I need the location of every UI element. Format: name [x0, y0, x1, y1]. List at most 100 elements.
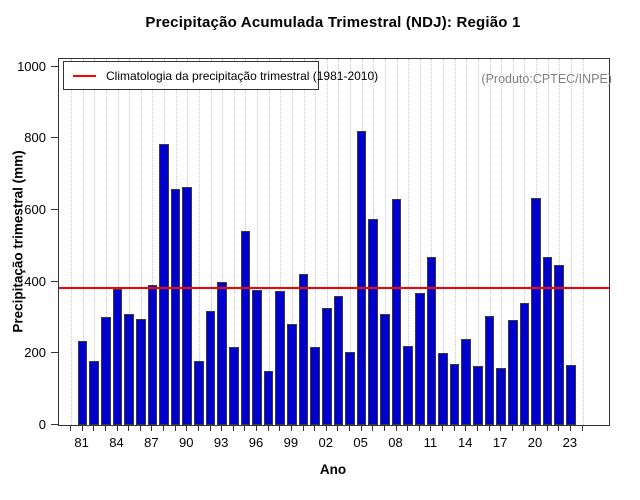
gridline-2011 — [431, 59, 433, 425]
x-tick-label-2014: 14 — [458, 435, 473, 450]
x-tick-label-1990: 90 — [179, 435, 194, 450]
bar-2006 — [368, 218, 379, 425]
x-tick-2010 — [418, 425, 420, 431]
gridline-1985 — [129, 59, 131, 425]
gridline-1999 — [291, 59, 293, 425]
gridline-1983 — [105, 59, 107, 425]
y-tick-1000 — [51, 65, 58, 67]
gridline-1984 — [117, 59, 119, 425]
x-tick-1986 — [139, 425, 141, 431]
y-tick-800 — [51, 137, 58, 139]
x-tick-1980 — [70, 425, 71, 431]
bar-2005 — [356, 131, 367, 425]
y-tick-label-600: 600 — [24, 201, 46, 217]
bar-1993 — [217, 282, 227, 425]
y-tick-label-0: 0 — [38, 417, 46, 432]
x-tick-2005 — [360, 425, 362, 431]
x-tick-2001 — [314, 425, 316, 431]
gridline-2010 — [419, 59, 421, 425]
gridline-1987 — [152, 59, 154, 425]
gridline-1993 — [222, 59, 224, 425]
bar-2014 — [461, 338, 472, 425]
x-tick-label-2023: 23 — [562, 435, 578, 450]
y-tick-0 — [51, 424, 58, 425]
x-tick-1991 — [197, 425, 199, 431]
gridline-2022 — [559, 59, 561, 425]
gridline-1986 — [140, 59, 142, 425]
gridline-1998 — [280, 59, 282, 425]
bar-1983 — [101, 317, 111, 425]
bar-2012 — [438, 353, 448, 425]
x-tick-2015 — [476, 425, 478, 431]
gridline-2001 — [315, 59, 317, 425]
bar-1987 — [147, 284, 158, 425]
x-tick-2000 — [302, 425, 304, 431]
gridline-1981 — [82, 59, 84, 425]
bar-1992 — [205, 310, 216, 425]
chart-title: Precipitação Acumulada Trimestral (NDJ):… — [145, 14, 521, 31]
gridline-2004 — [350, 59, 351, 425]
x-tick-label-1996: 96 — [248, 435, 264, 450]
gridline-2019 — [524, 59, 526, 425]
x-tick-label-1993: 93 — [213, 435, 229, 450]
x-tick-1998 — [279, 425, 281, 431]
x-tick-2019 — [523, 425, 525, 431]
gridline-2017 — [501, 59, 503, 425]
y-tick-label-400: 400 — [24, 273, 46, 289]
x-tick-1992 — [209, 425, 211, 431]
bar-2013 — [449, 364, 460, 425]
bar-2015 — [473, 365, 483, 425]
bar-1984 — [112, 288, 123, 425]
plot-area — [58, 58, 610, 426]
gridline-2000 — [303, 59, 305, 425]
bar-1999 — [287, 324, 297, 425]
x-tick-2008 — [395, 425, 397, 431]
x-tick-label-2005: 05 — [353, 435, 368, 450]
x-tick-1994 — [232, 425, 234, 431]
bar-2001 — [310, 346, 320, 425]
gridline-1982 — [94, 59, 96, 425]
x-tick-2017 — [500, 425, 502, 431]
bar-2019 — [519, 303, 530, 425]
x-tick-2020 — [535, 425, 536, 431]
y-tick-200 — [51, 352, 58, 354]
x-tick-1988 — [163, 425, 164, 431]
gridline-1997 — [268, 59, 270, 425]
gridline-2003 — [338, 59, 340, 425]
gridline-2023 — [570, 59, 572, 425]
x-tick-1987 — [151, 425, 153, 431]
x-tick-1985 — [128, 425, 130, 431]
x-tick-1983 — [104, 425, 106, 431]
product-annotation: (Produto:CPTEC/INPE) — [481, 72, 612, 86]
gridline-2009 — [408, 59, 410, 425]
x-tick-2013 — [453, 425, 455, 431]
x-tick-1995 — [244, 425, 246, 431]
x-tick-label-2008: 08 — [388, 435, 403, 450]
bar-2020 — [531, 198, 541, 425]
x-tick-1996 — [256, 425, 257, 431]
gridline-2018 — [512, 59, 514, 425]
x-tick-2012 — [442, 425, 443, 431]
x-tick-2014 — [465, 425, 467, 431]
x-tick-1993 — [221, 425, 223, 431]
x-tick-label-2017: 17 — [492, 435, 508, 450]
bar-1986 — [135, 318, 146, 425]
bar-1988 — [159, 143, 169, 425]
bar-1998 — [275, 290, 286, 425]
x-tick-2011 — [430, 425, 432, 431]
gridline-2013 — [454, 59, 456, 425]
x-tick-1981 — [81, 425, 83, 431]
x-axis-title: Ano — [319, 462, 347, 477]
x-tick-2002 — [325, 425, 327, 431]
y-tick-label-1000: 1000 — [17, 58, 46, 74]
x-tick-2006 — [372, 425, 374, 431]
bar-2008 — [391, 199, 402, 425]
gridline-2012 — [443, 59, 444, 425]
y-tick-label-800: 800 — [24, 130, 46, 146]
x-tick-2016 — [488, 425, 490, 431]
gridline-2024 — [582, 59, 584, 425]
bar-2016 — [484, 315, 495, 425]
bar-2007 — [380, 313, 390, 425]
x-tick-1997 — [267, 425, 269, 431]
x-tick-label-2002: 02 — [318, 435, 333, 450]
